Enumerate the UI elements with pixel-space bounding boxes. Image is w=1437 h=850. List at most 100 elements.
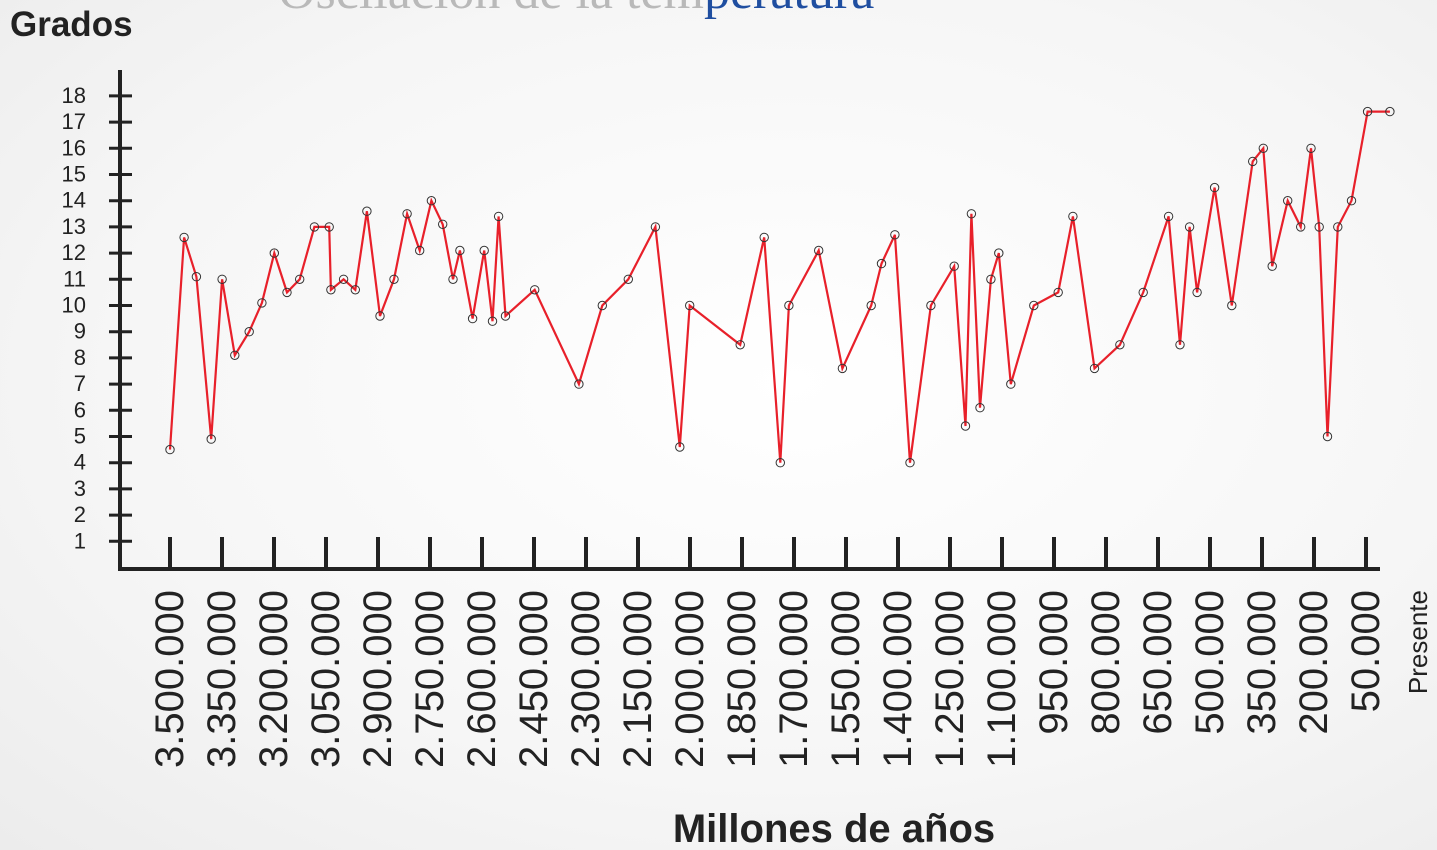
data-point	[191, 272, 202, 282]
y-tick-label: 17	[62, 109, 86, 134]
x-tick-label: 350.000	[1240, 590, 1284, 735]
data-point	[1227, 300, 1237, 311]
data-point	[1296, 222, 1306, 232]
data-point	[926, 300, 936, 311]
data-point	[1258, 143, 1269, 154]
x-axis-label: Millones de años	[673, 807, 995, 850]
data-point	[1267, 261, 1277, 271]
data-point	[326, 285, 336, 295]
data-point	[685, 300, 695, 311]
data-point	[438, 219, 448, 230]
data-point	[415, 245, 425, 256]
y-tick-label: 5	[74, 424, 86, 449]
data-point	[389, 274, 399, 284]
data-point	[784, 300, 794, 311]
x-tick-label: 1.850.000	[720, 590, 764, 768]
data-point	[282, 287, 292, 298]
data-point	[217, 274, 227, 284]
data-point	[179, 232, 189, 243]
data-point	[735, 340, 745, 350]
x-tick-label: 50.000	[1344, 590, 1388, 712]
data-point	[324, 222, 334, 232]
data-point	[1333, 222, 1343, 232]
y-tick-label: 16	[62, 135, 86, 160]
data-point	[1346, 196, 1357, 206]
data-point	[994, 248, 1004, 258]
data-point	[338, 274, 349, 284]
data-point	[362, 206, 372, 216]
data-point	[257, 298, 267, 308]
data-point	[960, 421, 971, 431]
data-point	[309, 222, 320, 232]
data-point	[905, 458, 915, 468]
data-point	[165, 444, 175, 455]
x-tick-label: 3.500.000	[148, 590, 192, 768]
x-tick-label: 2.750.000	[408, 590, 452, 768]
data-point	[986, 274, 996, 284]
x-tick-label: 2.300.000	[564, 590, 608, 768]
chart-title-part-1: Oscilación de la tem	[278, 0, 704, 20]
x-tick-label: 1.100.000	[980, 590, 1024, 768]
data-point	[1184, 222, 1195, 232]
data-point	[1248, 156, 1258, 167]
data-point	[1175, 340, 1185, 350]
data-point	[574, 379, 584, 389]
data-point	[1283, 196, 1293, 206]
data-point	[350, 285, 360, 295]
data-point	[1385, 106, 1395, 117]
data-point	[966, 209, 977, 219]
x-tick-label: 1.550.000	[824, 590, 868, 768]
data-point	[866, 300, 876, 311]
data-point	[269, 248, 279, 258]
data-point	[448, 274, 458, 284]
x-tick-label: 2.600.000	[460, 590, 504, 768]
data-point	[1068, 211, 1078, 222]
data-point	[890, 230, 900, 240]
y-tick-label: 14	[62, 188, 86, 213]
x-tick-label: 200.000	[1292, 590, 1336, 735]
data-point	[1006, 379, 1016, 389]
data-point	[467, 313, 478, 324]
data-point	[479, 245, 489, 256]
data-point	[1209, 182, 1220, 193]
x-tick-label: 3.200.000	[252, 590, 296, 768]
y-tick-label: 2	[74, 502, 86, 527]
data-point	[1029, 300, 1039, 311]
data-point	[1138, 287, 1148, 298]
data-point	[650, 222, 661, 232]
data-point	[426, 196, 437, 206]
data-point	[244, 327, 254, 337]
data-point	[230, 350, 240, 360]
x-axis: 3.500.000 3.350.000 3.200.000 3.050.000 2.90…	[118, 537, 1433, 768]
data-point	[814, 245, 824, 256]
y-tick-label: 11	[63, 266, 86, 291]
y-axis-label: Grados	[10, 5, 133, 44]
x-tick-label: 2.150.000	[616, 590, 660, 768]
data-point	[500, 311, 511, 321]
temperature-line	[168, 110, 1390, 463]
data-point	[1306, 143, 1316, 154]
x-tick-label: 1.700.000	[772, 590, 816, 768]
data-point	[623, 274, 633, 284]
data-point	[1314, 222, 1324, 232]
data-point	[759, 232, 769, 243]
x-tick-label: 500.000	[1188, 590, 1232, 735]
x-tick-label: 650.000	[1136, 590, 1180, 735]
data-point	[975, 403, 985, 413]
data-point	[1089, 363, 1100, 374]
data-point	[375, 311, 385, 321]
x-tick-label: 1.250.000	[928, 590, 972, 768]
data-point	[487, 316, 498, 326]
x-tick-label: 3.050.000	[304, 590, 348, 768]
data-point	[1115, 340, 1125, 350]
data-point	[949, 261, 959, 271]
x-tick-label: 800.000	[1084, 590, 1128, 735]
data-point	[837, 363, 848, 374]
y-tick-label: 6	[74, 397, 86, 422]
x-tick-label: 1.400.000	[876, 590, 920, 768]
chart-title-part-2: peratura	[704, 0, 874, 20]
data-point	[493, 211, 504, 222]
y-tick-label: 13	[62, 214, 86, 239]
